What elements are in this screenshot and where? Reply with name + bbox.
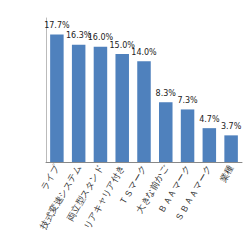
- svg-text:技式変速システム: 技式変速システム: [38, 163, 83, 231]
- svg-text:16.3%: 16.3%: [66, 31, 92, 41]
- svg-text:3.7%: 3.7%: [221, 122, 242, 131]
- svg-text:リアキャリア付き: リアキャリア付き: [81, 163, 127, 231]
- svg-text:15.0%: 15.0%: [109, 40, 135, 50]
- svg-text:14.0%: 14.0%: [131, 48, 157, 57]
- svg-text:8.3%: 8.3%: [156, 89, 177, 98]
- svg-text:16.0%: 16.0%: [87, 33, 114, 43]
- svg-text:7.3%: 7.3%: [177, 96, 198, 105]
- svg-text:大きな前かご: 大きな前かご: [134, 163, 171, 216]
- svg-text:ＴＳマーク: ＴＳマーク: [117, 163, 149, 208]
- svg-text:両立型スタンド: 両立型スタンド: [64, 163, 105, 224]
- svg-text:業種: 業種: [218, 163, 236, 184]
- svg-text:17.7%: 17.7%: [44, 21, 70, 30]
- svg-text:4.7%: 4.7%: [199, 115, 220, 124]
- svg-text:ライプ: ライプ: [39, 163, 62, 192]
- svg-text:ＳＢＡＡマーク: ＳＢＡＡマーク: [174, 163, 214, 223]
